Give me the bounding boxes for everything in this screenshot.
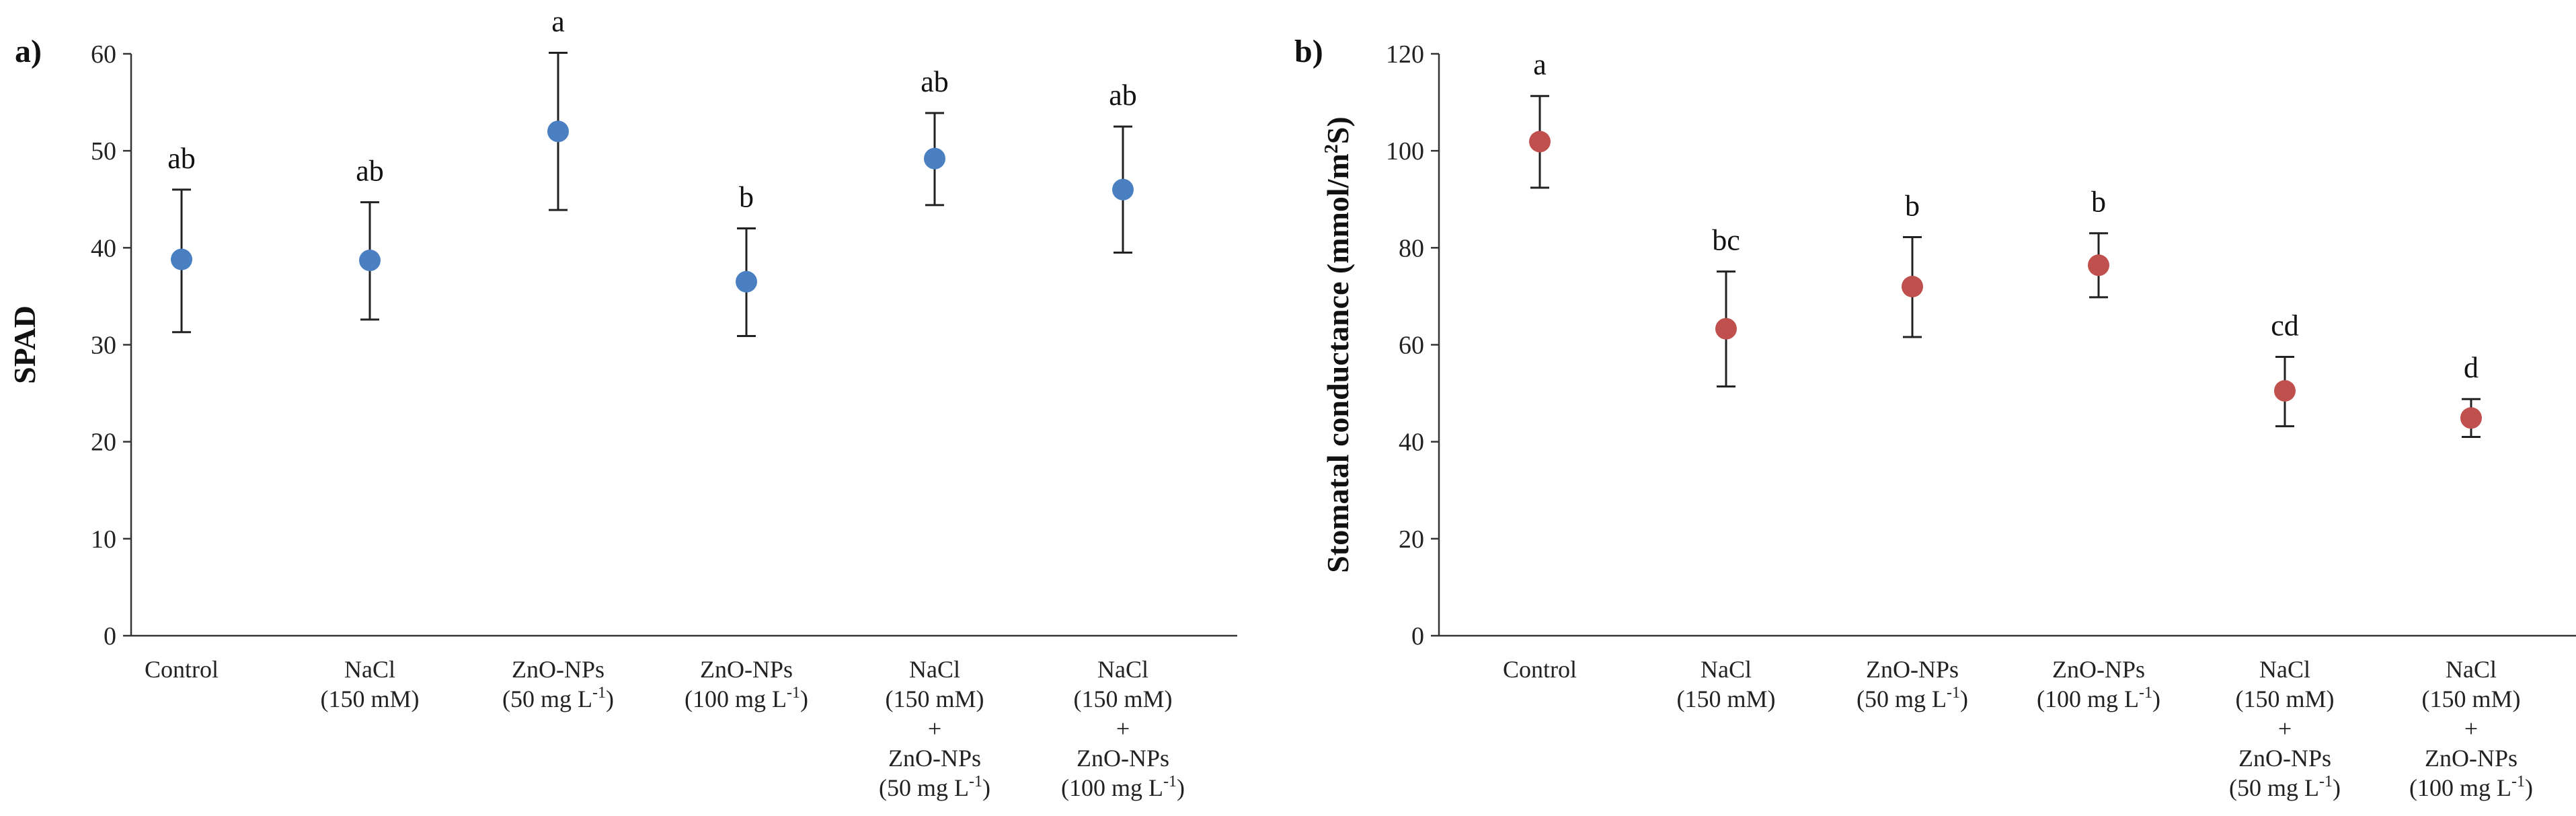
- category-label: ZnO-NPs (100 mg L-1): [2037, 656, 2160, 712]
- y-tick-label: 20: [1399, 525, 1424, 554]
- significance-letter: cd: [2271, 309, 2299, 342]
- significance-letter: bc: [1712, 224, 1740, 257]
- category-label: NaCl (150 mM): [1677, 656, 1776, 712]
- significance-letter: a: [551, 5, 565, 38]
- y-tick-label: 60: [91, 40, 116, 69]
- panel-label: b): [1294, 34, 1323, 69]
- data-point: [1112, 178, 1134, 200]
- category-label: NaCl (150 mM) + ZnO-NPs (50 mg L-1): [879, 656, 990, 801]
- data-point: [2460, 407, 2482, 429]
- panel-label: a): [15, 34, 42, 69]
- data-point: [1529, 131, 1551, 153]
- data-point: [736, 270, 757, 293]
- significance-letter: b: [739, 181, 754, 214]
- y-tick-label: 120: [1386, 40, 1424, 69]
- significance-letter: ab: [356, 155, 384, 188]
- data-point: [2088, 254, 2109, 276]
- y-tick-label: 30: [91, 332, 116, 360]
- significance-letter: b: [2091, 186, 2106, 219]
- data-point: [547, 120, 569, 143]
- y-tick-label: 40: [91, 234, 116, 262]
- y-tick-label: 0: [104, 622, 116, 651]
- significance-letter: ab: [1109, 79, 1137, 112]
- significance-letter: ab: [167, 142, 196, 175]
- data-point: [924, 147, 945, 170]
- y-axis-label: Stomatal conductance (mmol/m2S): [1321, 116, 1355, 572]
- data-point: [1902, 276, 1923, 297]
- data-point: [2274, 379, 2296, 402]
- y-tick-label: 60: [1399, 332, 1424, 360]
- y-tick-label: 10: [91, 525, 116, 554]
- significance-letter: b: [1905, 189, 1920, 222]
- y-tick-label: 80: [1399, 234, 1424, 262]
- category-label: ZnO-NPs (50 mg L-1): [502, 656, 614, 712]
- y-axis-label: SPAD: [7, 305, 42, 384]
- y-tick-label: 100: [1386, 137, 1424, 165]
- y-tick-label: 0: [1411, 622, 1424, 651]
- significance-letter: a: [1533, 48, 1547, 81]
- data-point: [359, 250, 381, 272]
- category-label: Control: [145, 656, 219, 683]
- data-point: [1715, 318, 1737, 340]
- category-label: NaCl (150 mM) + ZnO-NPs (100 mg L-1): [1061, 656, 1185, 801]
- category-label: ZnO-NPs (100 mg L-1): [685, 656, 808, 712]
- category-label: ZnO-NPs (50 mg L-1): [1857, 656, 1968, 712]
- category-label: NaCl (150 mM) + ZnO-NPs (100 mg L-1): [2409, 656, 2533, 801]
- panel-b-stomatal-conductance-chart: 0 20 40 60 80 100 120 Stomatal conductance (mmo…: [1294, 34, 2576, 801]
- y-tick-label: 50: [91, 137, 116, 165]
- y-tick-label: 20: [91, 429, 116, 457]
- significance-letter: d: [2464, 351, 2479, 384]
- data-point: [171, 248, 192, 270]
- category-label: Control: [1503, 656, 1577, 683]
- significance-letter: ab: [921, 65, 949, 98]
- category-label: NaCl (150 mM): [321, 656, 420, 712]
- category-label: NaCl (150 mM) + ZnO-NPs (50 mg L-1): [2229, 656, 2341, 801]
- y-tick-label: 40: [1399, 429, 1424, 457]
